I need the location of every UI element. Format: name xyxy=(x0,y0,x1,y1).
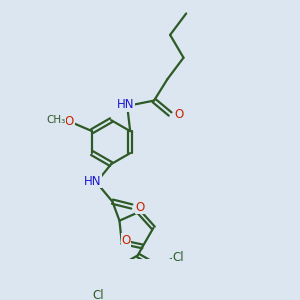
Text: O: O xyxy=(174,108,183,121)
Text: HN: HN xyxy=(84,175,101,188)
Text: O: O xyxy=(135,200,144,214)
Text: O: O xyxy=(121,234,130,247)
Text: HN: HN xyxy=(117,98,135,111)
Text: O: O xyxy=(65,115,74,128)
Text: Cl: Cl xyxy=(173,251,184,264)
Text: CH₃: CH₃ xyxy=(46,115,65,125)
Text: Cl: Cl xyxy=(92,290,104,300)
